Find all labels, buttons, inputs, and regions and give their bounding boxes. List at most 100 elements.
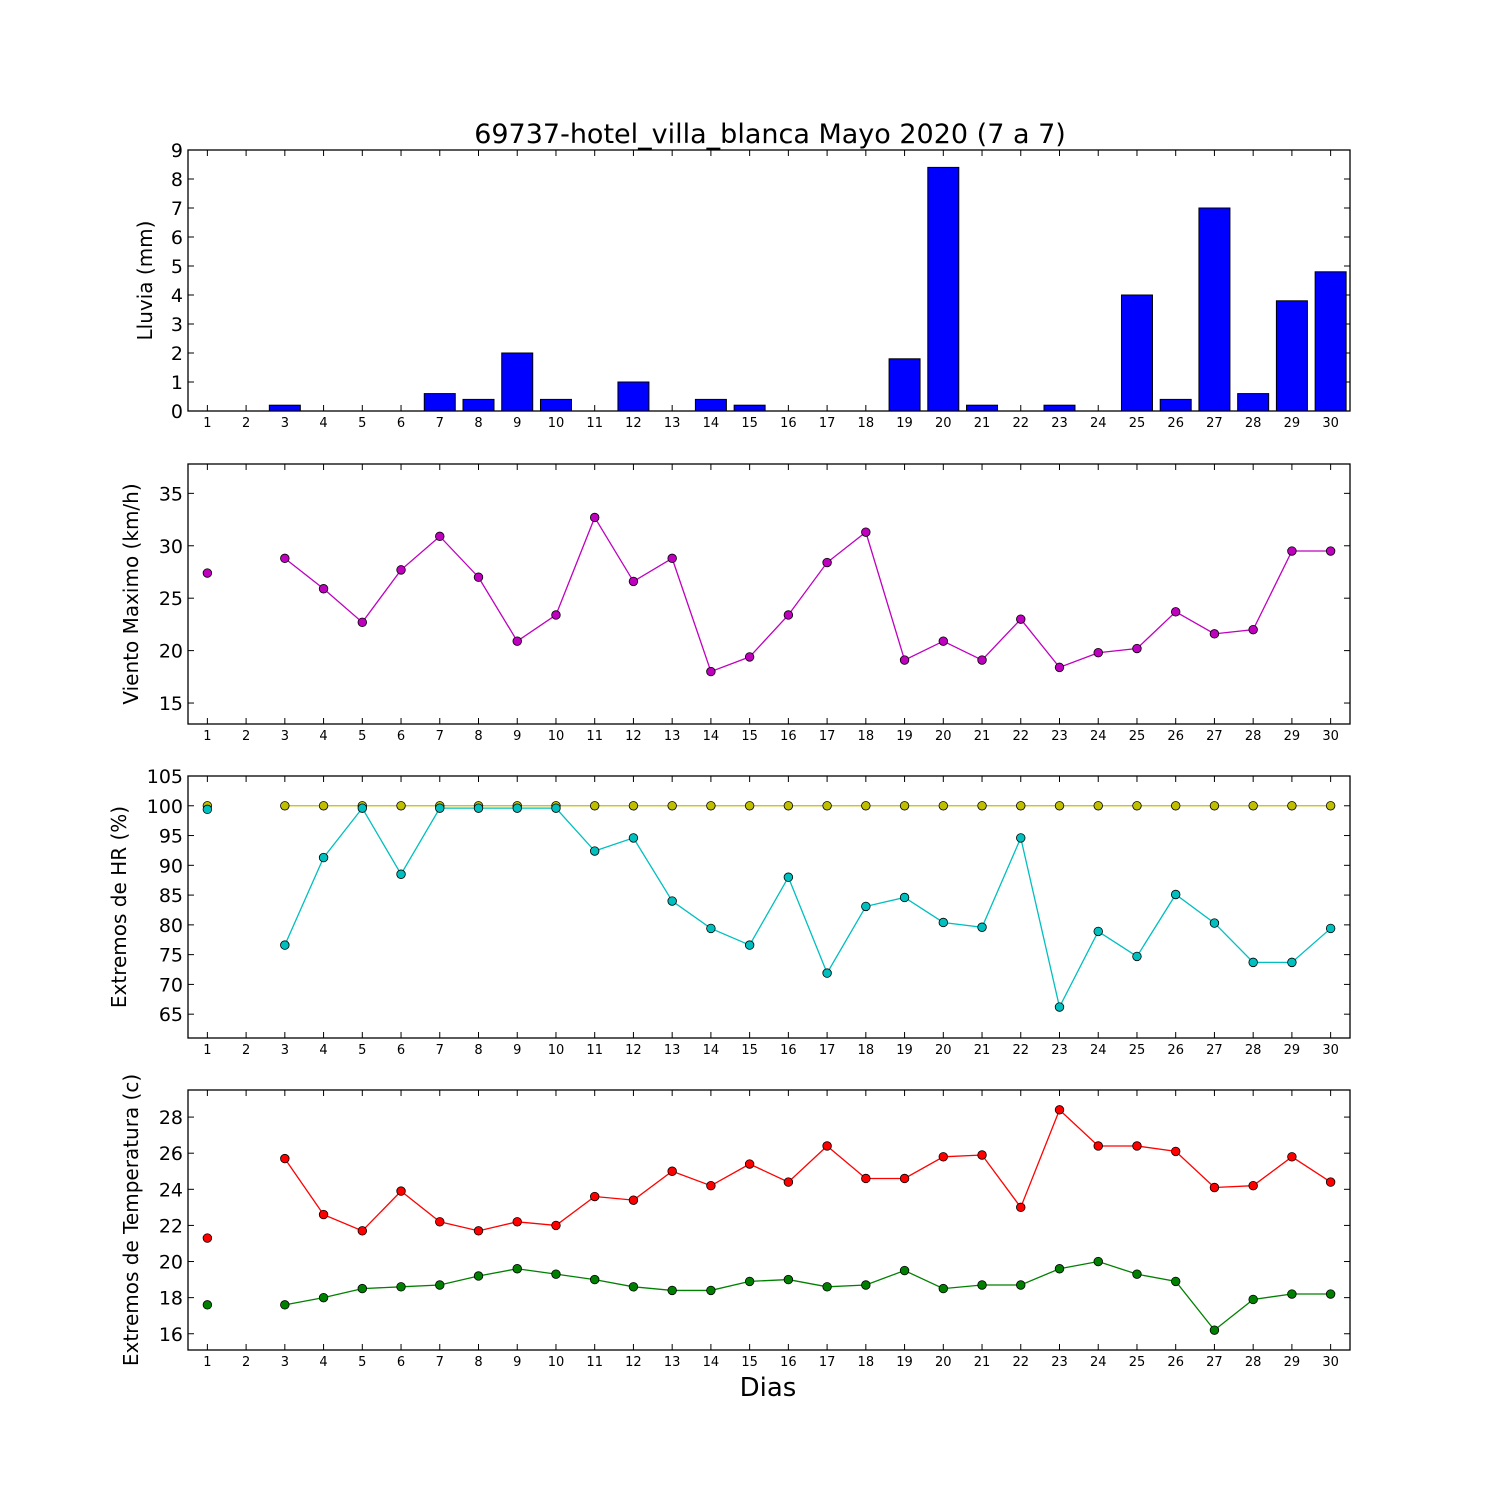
humidity-axes-frame: [187, 775, 1351, 1039]
hr_min-point: [667, 896, 677, 906]
y-tick-label: 25: [159, 588, 183, 610]
hr_max-point: [628, 801, 639, 811]
rain-axes-frame: [187, 149, 1351, 412]
temp_min-point: [861, 1280, 871, 1290]
temp_max-point: [280, 1153, 290, 1164]
x-tick-label: 23: [1051, 1043, 1068, 1058]
x-tick-label: 12: [625, 729, 642, 744]
hr_min-point: [280, 940, 290, 950]
hr_max-point: [396, 801, 406, 811]
x-tick-label: 28: [1245, 1355, 1262, 1370]
rain-bar: [617, 381, 650, 412]
y-tick-label: 70: [159, 974, 183, 996]
x-tick-label: 4: [319, 1043, 327, 1058]
x-tick-label: 10: [548, 1043, 565, 1058]
temp_max-point: [1248, 1180, 1258, 1191]
x-tick-label: 6: [397, 1355, 405, 1370]
rain-bar: [1159, 398, 1192, 412]
hr_max-point: [280, 801, 290, 811]
chart-title: 69737-hotel_villa_blanca Mayo 2020 (7 a …: [474, 119, 1066, 150]
rain-bar: [733, 404, 766, 412]
wind-point: [628, 576, 639, 587]
hr_min-point: [1287, 957, 1297, 968]
hr_min-point: [977, 922, 987, 932]
x-tick-label: 10: [548, 416, 565, 431]
hr_max-point: [1016, 801, 1026, 811]
hr_min-point: [435, 803, 445, 813]
x-tick-label: 30: [1322, 1355, 1339, 1370]
temp_max-point: [1132, 1141, 1142, 1151]
y-tick-label: 35: [159, 483, 183, 505]
temp_min-point: [667, 1285, 677, 1296]
x-tick-label: 14: [703, 1043, 720, 1058]
temp_min-point: [551, 1269, 561, 1279]
temp_min-point: [435, 1280, 445, 1290]
hr_max-point: [667, 801, 677, 811]
x-tick-label: 1: [203, 729, 211, 744]
x-tick-label: 13: [664, 1355, 681, 1370]
rain-bar: [501, 352, 534, 412]
x-tick-label: 5: [358, 416, 366, 431]
x-tick-label: 28: [1245, 729, 1262, 744]
x-tick-label: 2: [242, 416, 250, 431]
temp_max-point: [667, 1166, 677, 1176]
temp_max-point: [202, 1233, 213, 1243]
y-tick-label: 65: [159, 1004, 183, 1026]
x-tick-label: 19: [896, 416, 913, 431]
temp_min-point: [512, 1264, 522, 1274]
temp_max-point: [590, 1191, 600, 1202]
temp_min-point: [473, 1271, 484, 1281]
x-tick-label: 17: [819, 1355, 836, 1370]
temp_min-point: [977, 1280, 987, 1290]
hr_min-point: [473, 803, 484, 813]
x-tick-label: 23: [1051, 729, 1068, 744]
temp_min-point: [1209, 1325, 1220, 1335]
wind-point: [357, 617, 368, 628]
x-tick-label: 13: [664, 416, 681, 431]
wind-point: [1054, 662, 1065, 673]
x-axis-label: Dias: [740, 1373, 797, 1403]
x-tick-label: 2: [242, 729, 250, 744]
x-tick-label: 27: [1206, 1043, 1223, 1058]
x-tick-label: 5: [358, 1043, 366, 1058]
temp_min-point: [1287, 1289, 1297, 1299]
temp_max-point: [783, 1177, 794, 1187]
temp_min-point: [1093, 1256, 1103, 1267]
x-tick-label: 13: [664, 729, 681, 744]
temperature-axes-frame: [187, 1089, 1351, 1351]
hr_min-point: [1325, 923, 1336, 934]
humidity-y-axis-label: Extremos de HR (%): [107, 806, 131, 1008]
wind-point: [744, 652, 755, 662]
x-tick-label: 1: [203, 1043, 211, 1058]
x-tick-label: 22: [1012, 729, 1029, 744]
hr_min-point: [783, 872, 794, 882]
x-tick-label: 19: [896, 729, 913, 744]
x-tick-label: 17: [819, 729, 836, 744]
x-tick-label: 12: [625, 1355, 642, 1370]
temp_min-point: [396, 1282, 406, 1292]
wind-point: [822, 557, 832, 568]
x-tick-label: 6: [397, 729, 405, 744]
hr_min-point: [1016, 833, 1026, 843]
wind-series-line: [284, 516, 1331, 673]
x-tick-label: 30: [1322, 729, 1339, 744]
x-tick-label: 25: [1129, 1355, 1146, 1370]
y-tick-label: 26: [159, 1143, 183, 1165]
temp_max-point: [1054, 1105, 1065, 1115]
x-tick-label: 6: [397, 1043, 405, 1058]
temp_max-point: [318, 1209, 329, 1220]
x-tick-label: 26: [1167, 729, 1184, 744]
temp_min-point: [280, 1300, 290, 1310]
x-tick-label: 7: [436, 729, 444, 744]
temp_min-point: [1248, 1294, 1258, 1305]
rain-bar: [888, 358, 921, 412]
x-tick-label: 8: [474, 729, 482, 744]
wind-point: [396, 565, 406, 575]
temp_min-point: [202, 1300, 213, 1310]
wind-point: [318, 584, 329, 594]
wind-axes-frame: [187, 463, 1351, 725]
